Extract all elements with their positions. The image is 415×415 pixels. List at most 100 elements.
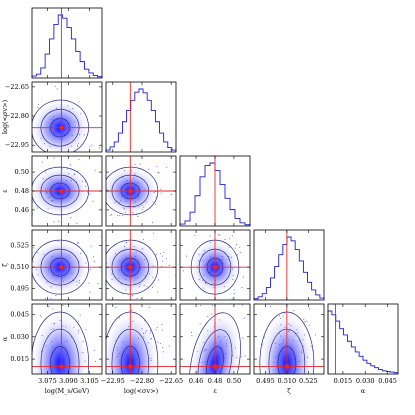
sample-point [52, 308, 54, 310]
sample-point [218, 233, 220, 235]
sample-point [255, 268, 256, 269]
sample-point [251, 278, 252, 279]
sample-point [156, 165, 158, 167]
panel-frame [105, 303, 177, 375]
sample-point [32, 201, 33, 203]
sample-point [157, 291, 158, 293]
sample-point [12, 171, 13, 172]
sample-point [18, 157, 19, 158]
sample-point [231, 235, 233, 237]
panel-frame [31, 229, 103, 301]
sample-point [308, 324, 310, 326]
sample-point [207, 316, 209, 317]
sample-point [58, 221, 60, 222]
sample-point [80, 216, 81, 217]
y-tick-label: −22.80 [5, 112, 29, 120]
sample-point [239, 246, 241, 248]
histogram-1 [105, 88, 177, 152]
sample-point [154, 203, 156, 205]
x-tick-label: 3.090 [59, 377, 78, 385]
sample-point [39, 315, 41, 316]
sample-point [177, 345, 178, 346]
contour-2sigma [40, 108, 80, 147]
sample-point [132, 295, 134, 297]
sample-point [155, 253, 157, 255]
sample-point [21, 131, 22, 132]
sample-point [115, 138, 116, 139]
y-tick-label: −22.95 [5, 141, 29, 149]
sample-point [161, 266, 162, 267]
sample-point [92, 201, 94, 202]
histogram-4 [327, 310, 399, 374]
sample-point [77, 242, 79, 244]
x-tick-label: 0.015 [334, 377, 353, 385]
density-blob [51, 348, 69, 374]
sample-point [70, 157, 71, 158]
sample-point [148, 168, 150, 170]
contour-1sigma [50, 118, 70, 138]
sample-point [160, 192, 162, 194]
sample-point [236, 254, 238, 256]
diagonal-panel-4 [327, 303, 399, 375]
sample-point [97, 283, 99, 284]
sample-point [211, 300, 212, 301]
y-tick-label: 0.045 [10, 310, 29, 318]
contour-3sigma [32, 99, 89, 152]
sample-point [52, 232, 53, 233]
sample-point [162, 329, 163, 331]
truth-marker [59, 125, 64, 130]
sample-point [30, 114, 31, 115]
sample-point [109, 214, 111, 216]
x-axis-label-3: ζ [287, 387, 291, 395]
x-tick-label: 0.46 [189, 377, 203, 385]
sample-point [91, 144, 93, 146]
sample-point [139, 163, 141, 165]
sample-point [152, 217, 153, 218]
sample-point [163, 252, 165, 253]
sample-point [23, 234, 24, 235]
x-tick-label: −22.95 [101, 377, 125, 385]
sample-point [168, 345, 170, 347]
density-panel-2-1 [94, 156, 176, 226]
sample-point [270, 306, 272, 307]
sample-point [93, 349, 95, 351]
y-tick-label: 0.525 [10, 242, 29, 250]
sample-point [239, 251, 241, 253]
sample-point [70, 164, 72, 166]
sample-point [148, 307, 150, 308]
sample-point [54, 85, 56, 87]
sample-point [79, 314, 81, 316]
sample-point [98, 249, 99, 250]
diagonal-panel-1 [105, 81, 177, 153]
sample-point [88, 282, 90, 284]
sample-point [104, 313, 105, 314]
sample-point [278, 251, 279, 252]
sample-point [165, 229, 166, 230]
sample-point [191, 335, 193, 337]
sample-point [134, 163, 136, 165]
sample-point [169, 193, 170, 194]
density-panel-4-0 [32, 157, 102, 374]
sample-point [36, 310, 37, 311]
sample-point [306, 270, 307, 271]
histogram-0 [31, 14, 103, 78]
sample-point [90, 268, 91, 270]
truth-marker [59, 265, 64, 270]
panel-frame [253, 303, 325, 375]
sample-point [161, 260, 163, 262]
sample-point [56, 230, 58, 231]
sample-point [76, 222, 78, 224]
sample-point [160, 188, 162, 190]
sample-point [86, 301, 87, 302]
x-tick-label: 0.030 [356, 377, 375, 385]
sample-point [94, 186, 95, 187]
sample-point [154, 306, 155, 307]
sample-point [94, 169, 96, 171]
sample-point [65, 234, 66, 235]
sample-point [53, 219, 54, 220]
contour-3sigma [32, 311, 90, 374]
sample-point [126, 222, 127, 223]
sample-point [241, 304, 243, 306]
sample-point [48, 306, 50, 307]
